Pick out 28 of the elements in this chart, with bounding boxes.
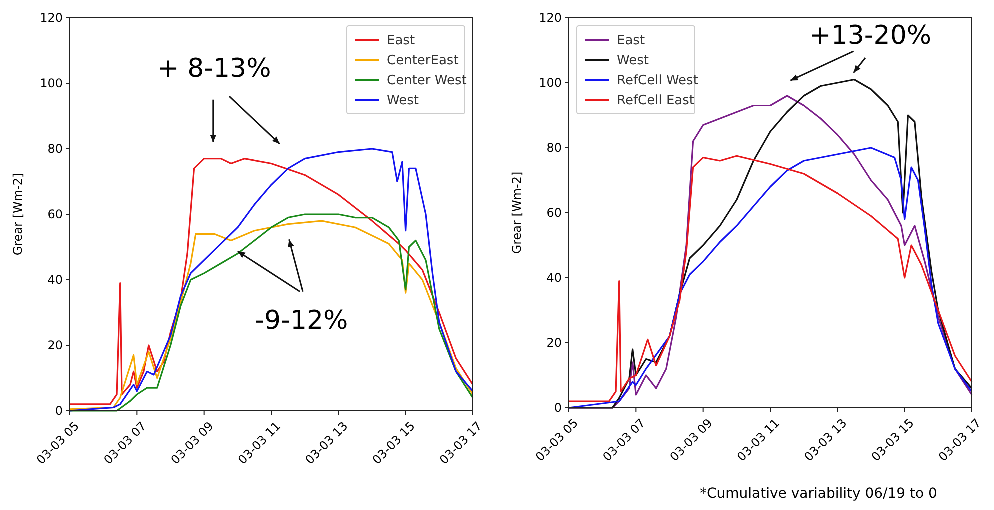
- y-tick-label: 60: [48, 208, 63, 222]
- legend-label: CenterEast: [387, 54, 459, 69]
- y-axis-title: Grear [Wm-2]: [510, 172, 524, 254]
- legend-label: East: [387, 34, 416, 49]
- annotation: -9-12%: [255, 306, 348, 336]
- annotation: +13-20%: [810, 21, 932, 51]
- legend-label: Center West: [387, 74, 467, 89]
- y-tick-label: 60: [546, 206, 562, 220]
- y-tick-label: 80: [546, 141, 562, 156]
- annotation: + 8-13%: [158, 54, 272, 84]
- legend-label: West: [387, 94, 419, 109]
- y-tick-label: 80: [48, 142, 63, 156]
- y-tick-label: 100: [40, 76, 63, 91]
- text: *Cumulative variability 06/19 to 0: [700, 486, 938, 502]
- y-tick-label: 0: [55, 404, 63, 418]
- y-tick-label: 40: [48, 273, 63, 288]
- legend-label: RefCell East: [617, 94, 695, 109]
- y-axis-title: Grear [Wm-2]: [11, 173, 25, 256]
- y-tick-label: 20: [546, 336, 562, 350]
- y-tick-label: 0: [554, 401, 562, 416]
- legend-label: West: [617, 54, 649, 69]
- legend-label: East: [617, 34, 646, 49]
- legend-label: RefCell West: [617, 74, 698, 89]
- y-tick-label: 120: [40, 11, 63, 26]
- y-tick-label: 40: [546, 271, 562, 286]
- y-tick-label: 20: [48, 338, 63, 353]
- y-tick-label: 100: [539, 76, 562, 90]
- y-tick-label: 120: [539, 11, 562, 26]
